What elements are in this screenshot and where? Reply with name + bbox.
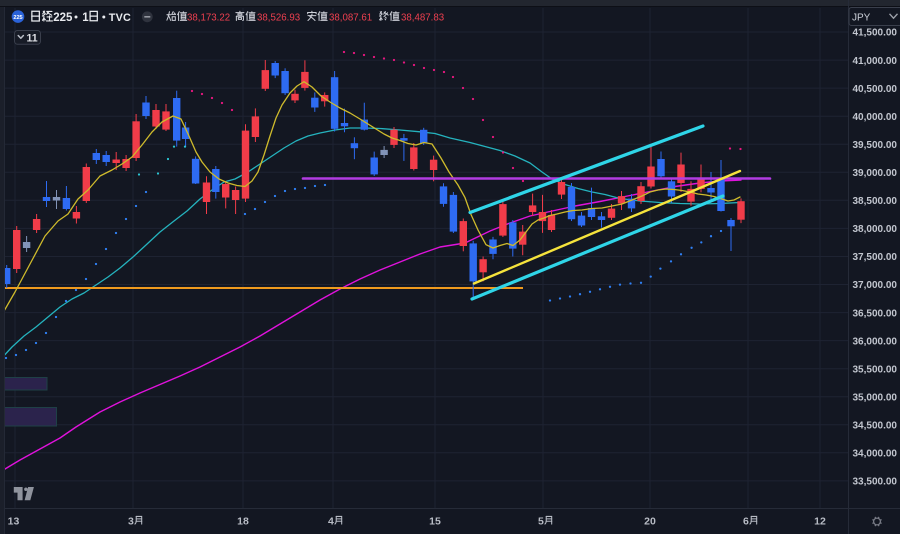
svg-text:1: 1 xyxy=(82,12,89,24)
svg-text:225: 225 xyxy=(53,12,73,24)
svg-text:11: 11 xyxy=(27,32,38,44)
svg-text:13: 13 xyxy=(8,516,20,528)
svg-text:39,000.00: 39,000.00 xyxy=(853,168,898,179)
svg-text:38,487.83: 38,487.83 xyxy=(401,12,444,23)
svg-text:35,000.00: 35,000.00 xyxy=(853,392,898,403)
svg-text:36,000.00: 36,000.00 xyxy=(853,336,898,347)
svg-text:225: 225 xyxy=(13,15,22,21)
svg-text:38,087.61: 38,087.61 xyxy=(329,12,372,23)
svg-text:3: 3 xyxy=(128,516,134,528)
svg-text:4: 4 xyxy=(328,516,334,528)
svg-text:40,000.00: 40,000.00 xyxy=(853,112,898,123)
svg-text:34,000.00: 34,000.00 xyxy=(853,449,898,460)
svg-text:5: 5 xyxy=(538,516,544,528)
svg-text:18: 18 xyxy=(237,516,249,528)
svg-text:35,500.00: 35,500.00 xyxy=(853,364,898,375)
svg-text:JPY: JPY xyxy=(852,13,871,24)
svg-text:15: 15 xyxy=(429,516,441,528)
svg-text:40,500.00: 40,500.00 xyxy=(853,84,898,95)
svg-text:TVC: TVC xyxy=(109,12,131,24)
svg-text:38,000.00: 38,000.00 xyxy=(853,224,898,235)
svg-text:38,500.00: 38,500.00 xyxy=(853,196,898,207)
svg-text:36,500.00: 36,500.00 xyxy=(853,308,898,319)
svg-text:38,173.22: 38,173.22 xyxy=(187,12,230,23)
svg-text:41,500.00: 41,500.00 xyxy=(853,28,898,39)
svg-text:34,500.00: 34,500.00 xyxy=(853,421,898,432)
svg-text:41,000.00: 41,000.00 xyxy=(853,56,898,67)
svg-text:38,526.93: 38,526.93 xyxy=(257,12,300,23)
svg-text:33,500.00: 33,500.00 xyxy=(853,477,898,488)
svg-text:37,500.00: 37,500.00 xyxy=(853,252,898,263)
svg-text:6: 6 xyxy=(743,516,749,528)
svg-text:39,500.00: 39,500.00 xyxy=(853,140,898,151)
svg-text:20: 20 xyxy=(644,516,656,528)
svg-text:37,000.00: 37,000.00 xyxy=(853,280,898,291)
svg-text:12: 12 xyxy=(814,516,826,528)
